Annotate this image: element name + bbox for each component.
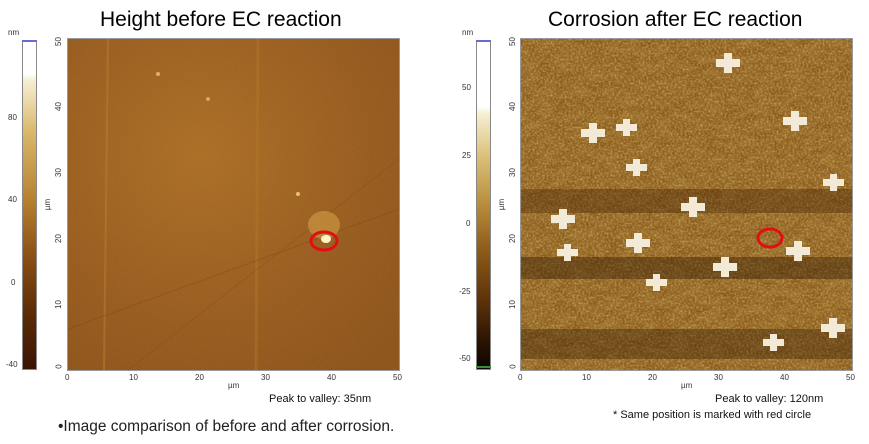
left-x-tick: 20 [195, 373, 204, 382]
left-y-tick: 30 [53, 168, 63, 177]
right-x-tick: 30 [714, 373, 723, 382]
right-afm-image [520, 38, 853, 371]
left-x-tick: 30 [261, 373, 270, 382]
left-x-tick: 0 [65, 373, 70, 382]
right-colorbar-base [476, 366, 491, 368]
right-y-tick: 20 [507, 234, 517, 243]
right-colorbar-tick: -50 [459, 354, 471, 363]
right-colorbar-unit: nm [462, 28, 474, 37]
right-colorbar [476, 40, 491, 370]
left-marker-circle [309, 230, 339, 252]
left-peak-to-valley: Peak to valley: 35nm [269, 393, 372, 405]
left-y-tick: 40 [53, 102, 63, 111]
right-colorbar-cap [476, 40, 491, 42]
left-x-unit: µm [228, 381, 240, 390]
right-y-tick: 0 [508, 364, 518, 369]
right-x-unit: µm [681, 381, 693, 390]
right-x-tick: 20 [648, 373, 657, 382]
right-x-tick: 50 [846, 373, 855, 382]
left-y-tick: 10 [53, 300, 63, 309]
right-colorbar-tick: 25 [462, 151, 471, 160]
left-colorbar [22, 40, 37, 370]
left-y-unit: µm [43, 198, 53, 211]
left-colorbar-tick: -40 [6, 360, 18, 369]
left-y-tick: 0 [54, 364, 64, 369]
right-y-tick: 50 [507, 37, 517, 46]
left-panel-title: Height before EC reaction [100, 8, 342, 31]
right-y-tick: 40 [507, 102, 517, 111]
right-y-tick: 10 [507, 300, 517, 309]
right-x-tick: 10 [582, 373, 591, 382]
left-colorbar-tick: 40 [8, 195, 17, 204]
right-x-tick: 0 [518, 373, 523, 382]
caption: •Image comparison of before and after co… [58, 418, 395, 435]
right-marker-circle [756, 227, 784, 249]
left-y-tick: 50 [53, 37, 63, 46]
left-afm-texture [68, 39, 399, 370]
left-colorbar-unit: nm [8, 28, 20, 37]
left-colorbar-cap [22, 40, 37, 42]
right-x-tick: 40 [780, 373, 789, 382]
marker-note: * Same position is marked with red circl… [613, 409, 812, 421]
left-x-tick: 50 [393, 373, 402, 382]
right-panel-title: Corrosion after EC reaction [548, 8, 803, 31]
right-y-unit: µm [497, 198, 507, 211]
left-x-tick: 40 [327, 373, 336, 382]
left-y-tick: 20 [53, 234, 63, 243]
right-colorbar-tick: 50 [462, 83, 471, 92]
left-colorbar-tick: 80 [8, 113, 17, 122]
right-colorbar-tick: 0 [466, 219, 471, 228]
right-colorbar-tick: -25 [459, 287, 471, 296]
right-peak-to-valley: Peak to valley: 120nm [715, 393, 824, 405]
left-colorbar-tick: 0 [11, 278, 16, 287]
right-afm-texture [521, 39, 852, 370]
left-afm-image [67, 38, 400, 371]
right-y-tick: 30 [507, 168, 517, 177]
left-x-tick: 10 [129, 373, 138, 382]
